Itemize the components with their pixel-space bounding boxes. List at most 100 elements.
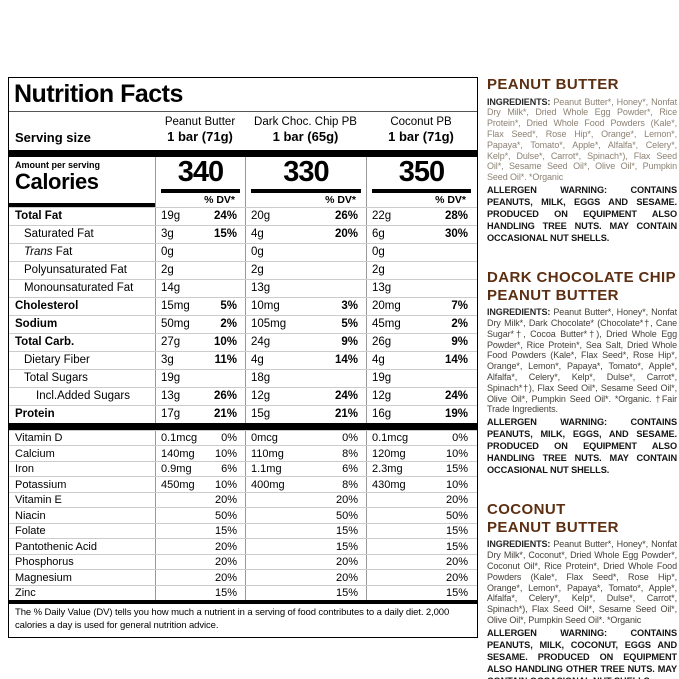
flavor-heading: DARK CHOCOLATE CHIP PEANUT BUTTER <box>487 268 676 304</box>
value-cell: 2g <box>155 261 245 279</box>
amount-value: 10mg <box>251 300 280 313</box>
amount-value: 20g <box>251 210 271 223</box>
value-cell: 12g 24% <box>245 387 366 405</box>
calories-value-cell: 350 % DV* <box>366 156 476 207</box>
amount-value: 16g <box>372 408 392 421</box>
medium-divider-bar <box>9 600 477 605</box>
amount-value: 2g <box>372 264 385 277</box>
calories-underline <box>9 202 155 207</box>
row-label: Calcium <box>15 447 55 460</box>
value-cell: 19g 24% <box>155 207 245 225</box>
value-cell: 13g <box>245 279 366 297</box>
amount-value: 0g <box>251 246 264 259</box>
amount-value: 19g <box>161 372 181 385</box>
calories-underline <box>161 188 240 193</box>
daily-value-percent: 10% <box>214 478 237 491</box>
ingredients-text: INGREDIENTS: Peanut Butter*, Honey*, Non… <box>487 539 677 625</box>
value-cell: 400mg 8% <box>245 477 366 492</box>
value-cell: 17g 21% <box>155 405 245 423</box>
table-row: Protein 17g 21% 15g 21% 16g 19% <box>9 404 477 423</box>
value-cell: 24g 9% <box>245 333 366 351</box>
row-label: Total Fat <box>15 210 63 223</box>
value-cell: 0g <box>366 243 476 261</box>
daily-value-percent: 50% <box>335 509 358 522</box>
flavor-name: Peanut Butter <box>164 116 236 128</box>
amount-value: 20mg <box>372 300 401 313</box>
table-row: Phosphorus 20% 20% 20% <box>9 553 477 570</box>
value-cell: 15% <box>245 523 366 539</box>
daily-value-percent: 20% <box>214 494 237 507</box>
table-row: Zinc 15% 15% 15% <box>9 584 477 601</box>
amount-value: 26g <box>372 336 392 349</box>
table-row: Total Carb. 27g 10% 24g 9% 26g 9% <box>9 332 477 351</box>
value-cell: 20% <box>366 554 476 570</box>
value-cell: 22g 28% <box>366 207 476 225</box>
flavor-heading: PEANUT BUTTER <box>487 76 619 93</box>
amount-value: 2g <box>161 264 174 277</box>
row-label: Monounsaturated Fat <box>24 282 134 295</box>
daily-value-percent: 21% <box>334 408 358 421</box>
amount-value: 3g <box>161 354 174 367</box>
value-cell: 140mg 10% <box>155 446 245 461</box>
value-cell: 0.1mcg 0% <box>155 430 245 446</box>
row-label: Cholesterol <box>15 300 79 313</box>
amount-value: 22g <box>372 210 392 223</box>
table-row: Vitamin D 0.1mcg 0% 0mcg 0% 0.1mcg 0% <box>9 429 477 446</box>
value-cell: 20% <box>155 554 245 570</box>
table-row: Saturated Fat 3g 15% 4g 20% 6g 30% <box>9 224 477 243</box>
daily-value-percent: 5% <box>220 300 237 313</box>
daily-value-percent: 9% <box>451 336 468 349</box>
daily-value-percent: 9% <box>341 336 358 349</box>
value-cell: 10mg 3% <box>245 297 366 315</box>
value-cell: 0.1mcg 0% <box>366 430 476 446</box>
table-row: Niacin 50% 50% 50% <box>9 507 477 523</box>
amount-value: 45mg <box>372 318 401 331</box>
calories-value-cell: 330 % DV* <box>245 156 366 207</box>
daily-value-percent: 24% <box>444 390 468 403</box>
amount-value: 19g <box>161 210 181 223</box>
value-cell: 0mcg 0% <box>245 430 366 446</box>
value-cell: 430mg 10% <box>366 477 476 492</box>
daily-value-percent: 3% <box>341 300 358 313</box>
row-label: Phosphorus <box>15 556 74 569</box>
daily-value-percent: 8% <box>342 478 358 491</box>
value-cell: 13g 26% <box>155 387 245 405</box>
table-row: Vitamin E 20% 20% 20% <box>9 491 477 508</box>
daily-value-percent: 20% <box>214 556 237 569</box>
value-cell: 20g 26% <box>245 207 366 225</box>
ingredients-block-peanut-butter: PEANUT BUTTER INGREDIENTS: Peanut Butter… <box>487 76 677 245</box>
amount-value: 2g <box>251 264 264 277</box>
daily-value-percent: 14% <box>334 354 358 367</box>
value-cell: 20% <box>245 492 366 508</box>
value-cell: 15% <box>366 539 476 554</box>
daily-value-percent: 0% <box>221 432 237 445</box>
value-cell: 20mg 7% <box>366 297 476 315</box>
value-cell: 20% <box>155 492 245 508</box>
daily-value-percent: 26% <box>213 390 237 403</box>
table-row: Iron 0.9mg 6% 1.1mg 6% 2.3mg 15% <box>9 460 477 477</box>
ingredients-list: Peanut Butter*, Honey*, Nonfat Dry Milk*… <box>487 539 677 625</box>
value-cell: 2g <box>366 261 476 279</box>
table-row: Trans Fat 0g 0g 0g <box>9 242 477 261</box>
value-cell: 26g 9% <box>366 333 476 351</box>
daily-value-percent: 15% <box>445 525 468 538</box>
row-label: Polyunsaturated Fat <box>24 264 127 277</box>
amount-value: 14g <box>161 282 181 295</box>
daily-value-percent: 11% <box>214 354 237 367</box>
daily-value-percent: 21% <box>213 408 237 421</box>
value-cell: 6g 30% <box>366 225 476 243</box>
serving-amount: 1 bar (71g) <box>388 129 454 145</box>
value-cell: 110mg 8% <box>245 446 366 461</box>
value-cell: 15% <box>245 585 366 601</box>
daily-value-percent: 20% <box>335 571 358 584</box>
row-label: Vitamin D <box>15 432 63 445</box>
calories-value-cell: 340 % DV* <box>155 156 245 207</box>
thick-divider-bar <box>9 149 477 157</box>
value-cell: 15g 21% <box>245 405 366 423</box>
row-label: Potassium <box>15 478 67 491</box>
row-label: Iron <box>15 463 34 476</box>
amount-value: 450mg <box>161 478 195 491</box>
value-cell: 3g 11% <box>155 351 245 369</box>
row-label: Incl.Added Sugars <box>36 390 130 403</box>
amount-per-serving-label: Amount per serving <box>15 159 101 170</box>
